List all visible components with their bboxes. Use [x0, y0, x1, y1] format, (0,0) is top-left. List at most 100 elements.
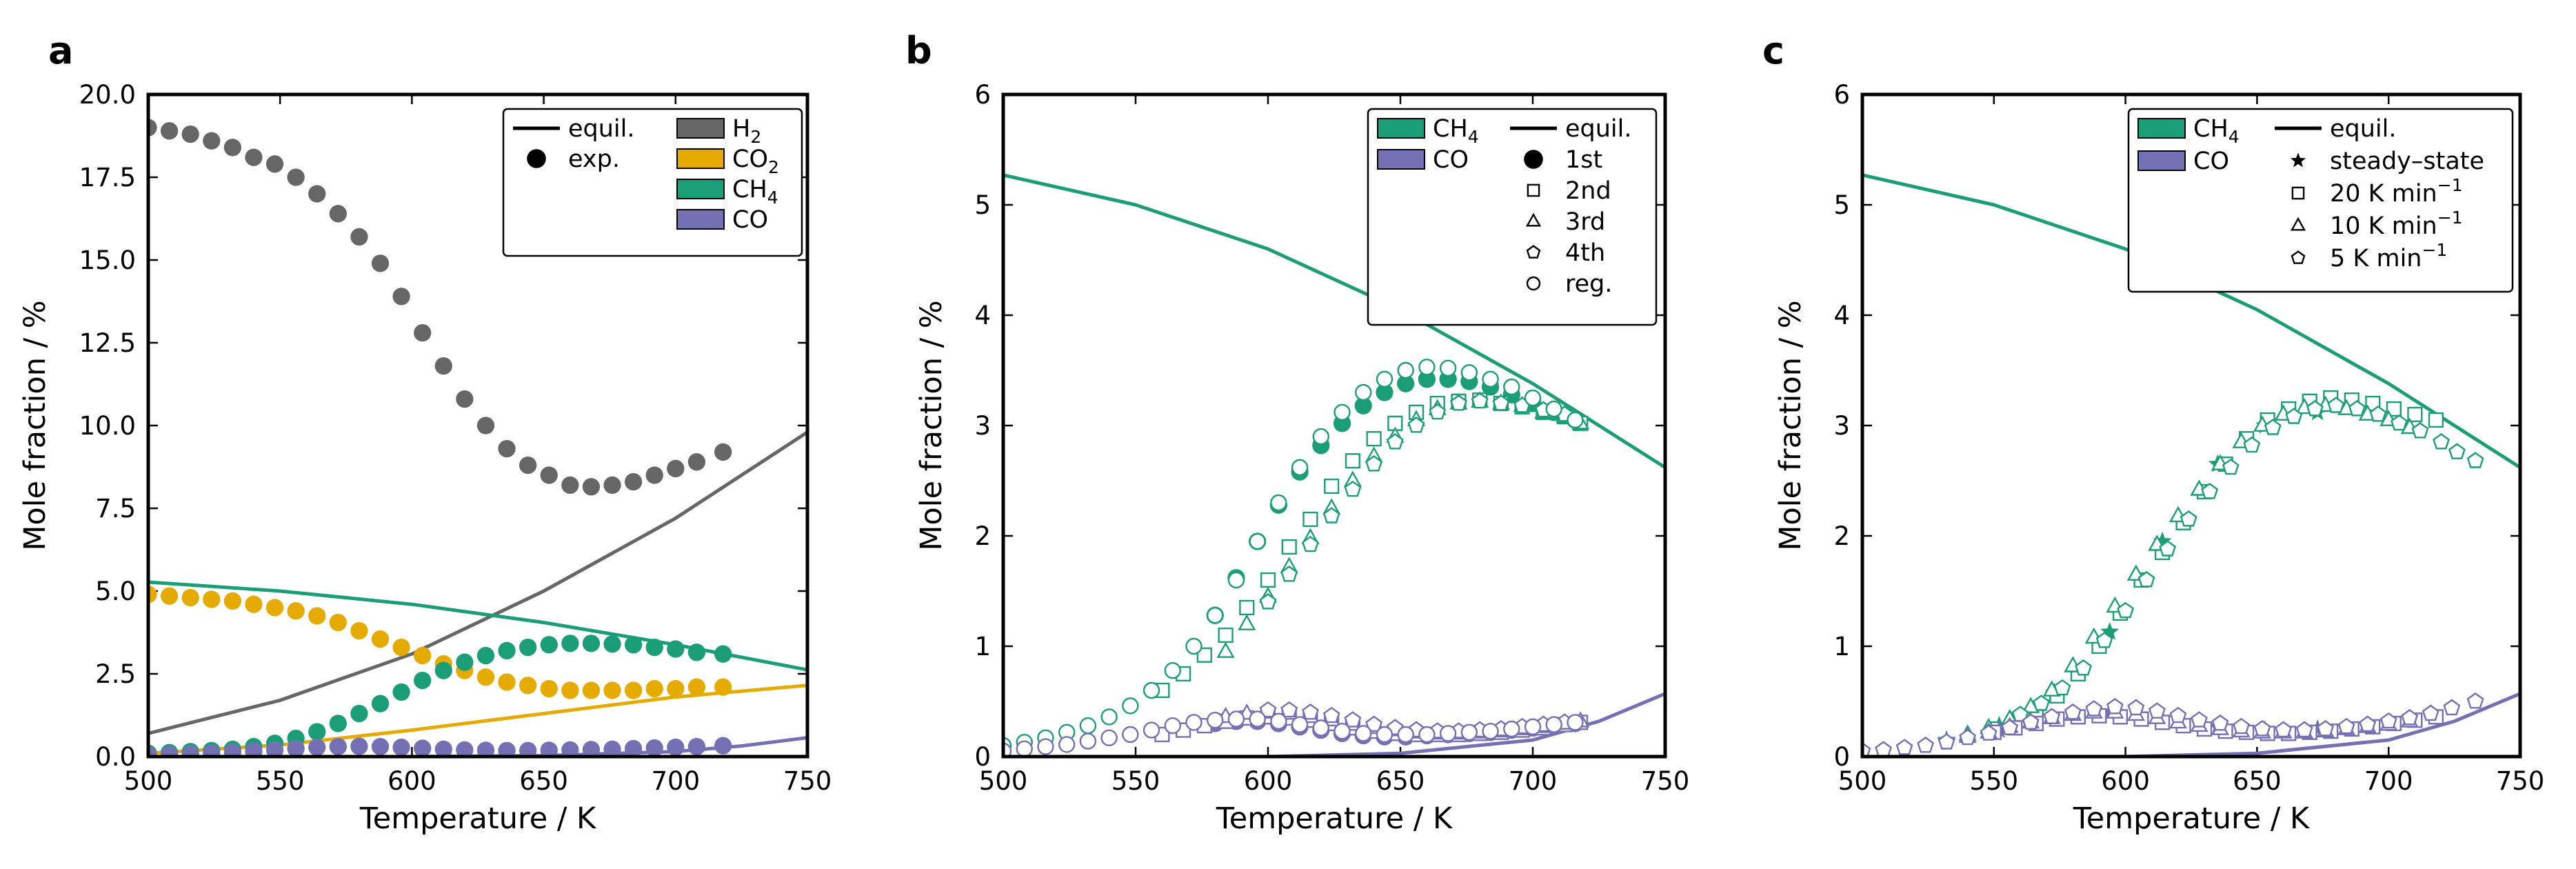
data-point [1206, 607, 1224, 624]
data-point [667, 459, 685, 478]
data-point [2379, 712, 2397, 729]
data-point [645, 466, 663, 484]
data-point [2359, 715, 2377, 732]
data-point [456, 741, 474, 757]
legend-label: 3rd [1565, 208, 1605, 236]
data-point [265, 741, 284, 757]
data-point [714, 678, 732, 696]
data-point [434, 357, 452, 375]
data-point [1302, 703, 1319, 720]
data-point [1302, 535, 1319, 552]
data-point [2137, 571, 2155, 588]
series-CO-dot [148, 737, 732, 757]
data-point [1365, 715, 1383, 732]
data-point [203, 744, 221, 757]
data-point [624, 739, 643, 757]
data-point [1355, 725, 1372, 742]
data-point [2211, 715, 2229, 731]
data-point [1376, 370, 1393, 388]
data-point [1280, 701, 1298, 718]
data-point [287, 602, 305, 620]
legend-label: 10 K min−1 [2330, 208, 2463, 240]
y-tick-label: 3 [1833, 411, 1850, 441]
data-point [223, 743, 242, 757]
axes-frame [1860, 92, 2522, 759]
equil-line-CH4 [1003, 173, 1665, 469]
data-point [1344, 480, 1362, 497]
data-point [1450, 394, 1467, 411]
data-point [498, 641, 516, 660]
y-tick-label: 12.5 [79, 328, 136, 358]
y-tick-label: 4 [1833, 301, 1850, 330]
y-tick-label: 5 [1833, 190, 1850, 220]
data-point [329, 613, 347, 632]
y-tick-label: 0 [1833, 742, 1850, 772]
legend-label: 5 K min−1 [2330, 240, 2447, 272]
data-point [1143, 721, 1160, 739]
data-point [498, 673, 516, 691]
data-point [1334, 722, 1351, 740]
data-point [181, 588, 199, 607]
data-point [350, 704, 368, 723]
y-tick-label: 20.0 [79, 80, 136, 110]
legend-label: CO2 [732, 146, 779, 177]
legend-label: 2nd [1565, 177, 1611, 205]
data-point [2243, 436, 2261, 453]
data-point [1312, 719, 1330, 737]
data-point [1471, 392, 1489, 409]
y-axis-label: Mole fraction / % [18, 300, 52, 550]
data-point [1418, 370, 1436, 388]
x-tick-label: 550 [256, 766, 305, 796]
data-point [160, 587, 179, 605]
data-point [1895, 739, 1913, 755]
data-point [1291, 459, 1309, 476]
legend-swatch [1377, 149, 1425, 170]
data-point [245, 742, 263, 757]
x-tick-label: 650 [2233, 766, 2282, 796]
data-point [148, 119, 157, 137]
data-point [2466, 452, 2484, 468]
data-point [160, 122, 179, 140]
data-point [1397, 726, 1414, 743]
data-point [1482, 722, 1499, 740]
data-point [1345, 453, 1360, 469]
data-point [687, 737, 706, 756]
legend-label: equil. [1565, 115, 1632, 143]
data-point [540, 741, 558, 757]
data-point [1917, 737, 1935, 753]
legend-marker-icon [2290, 152, 2306, 168]
y-tick-label: 5 [974, 190, 991, 220]
data-point [2264, 419, 2282, 435]
data-point [371, 737, 390, 756]
data-point [1259, 593, 1277, 610]
data-point [1355, 383, 1372, 401]
legend-label: equil. [2330, 115, 2397, 143]
data-point [476, 417, 495, 434]
data-point [645, 739, 663, 757]
data-point [540, 636, 558, 654]
legend-box [2127, 108, 2514, 293]
data-point [498, 741, 516, 757]
data-point [245, 595, 263, 613]
data-point [223, 139, 242, 157]
equil-line-CO [2125, 692, 2520, 757]
x-tick-label: 600 [2101, 766, 2150, 796]
data-point [2253, 720, 2271, 737]
series-CH4-pentagon [1259, 392, 1573, 610]
axes-frame [1001, 92, 1667, 759]
data-point [2085, 700, 2103, 717]
legend-swatch [676, 179, 725, 199]
data-point [1037, 738, 1054, 755]
data-point [2022, 713, 2040, 730]
data-point [2153, 531, 2172, 550]
legend-label: 20 K min−1 [2330, 175, 2463, 208]
data-point [245, 148, 263, 166]
data-point [350, 621, 368, 640]
data-point [2407, 406, 2423, 423]
data-point [1354, 397, 1372, 414]
data-point [1397, 361, 1414, 379]
data-point [1322, 507, 1340, 523]
data-point [371, 254, 390, 272]
data-point [371, 695, 390, 712]
